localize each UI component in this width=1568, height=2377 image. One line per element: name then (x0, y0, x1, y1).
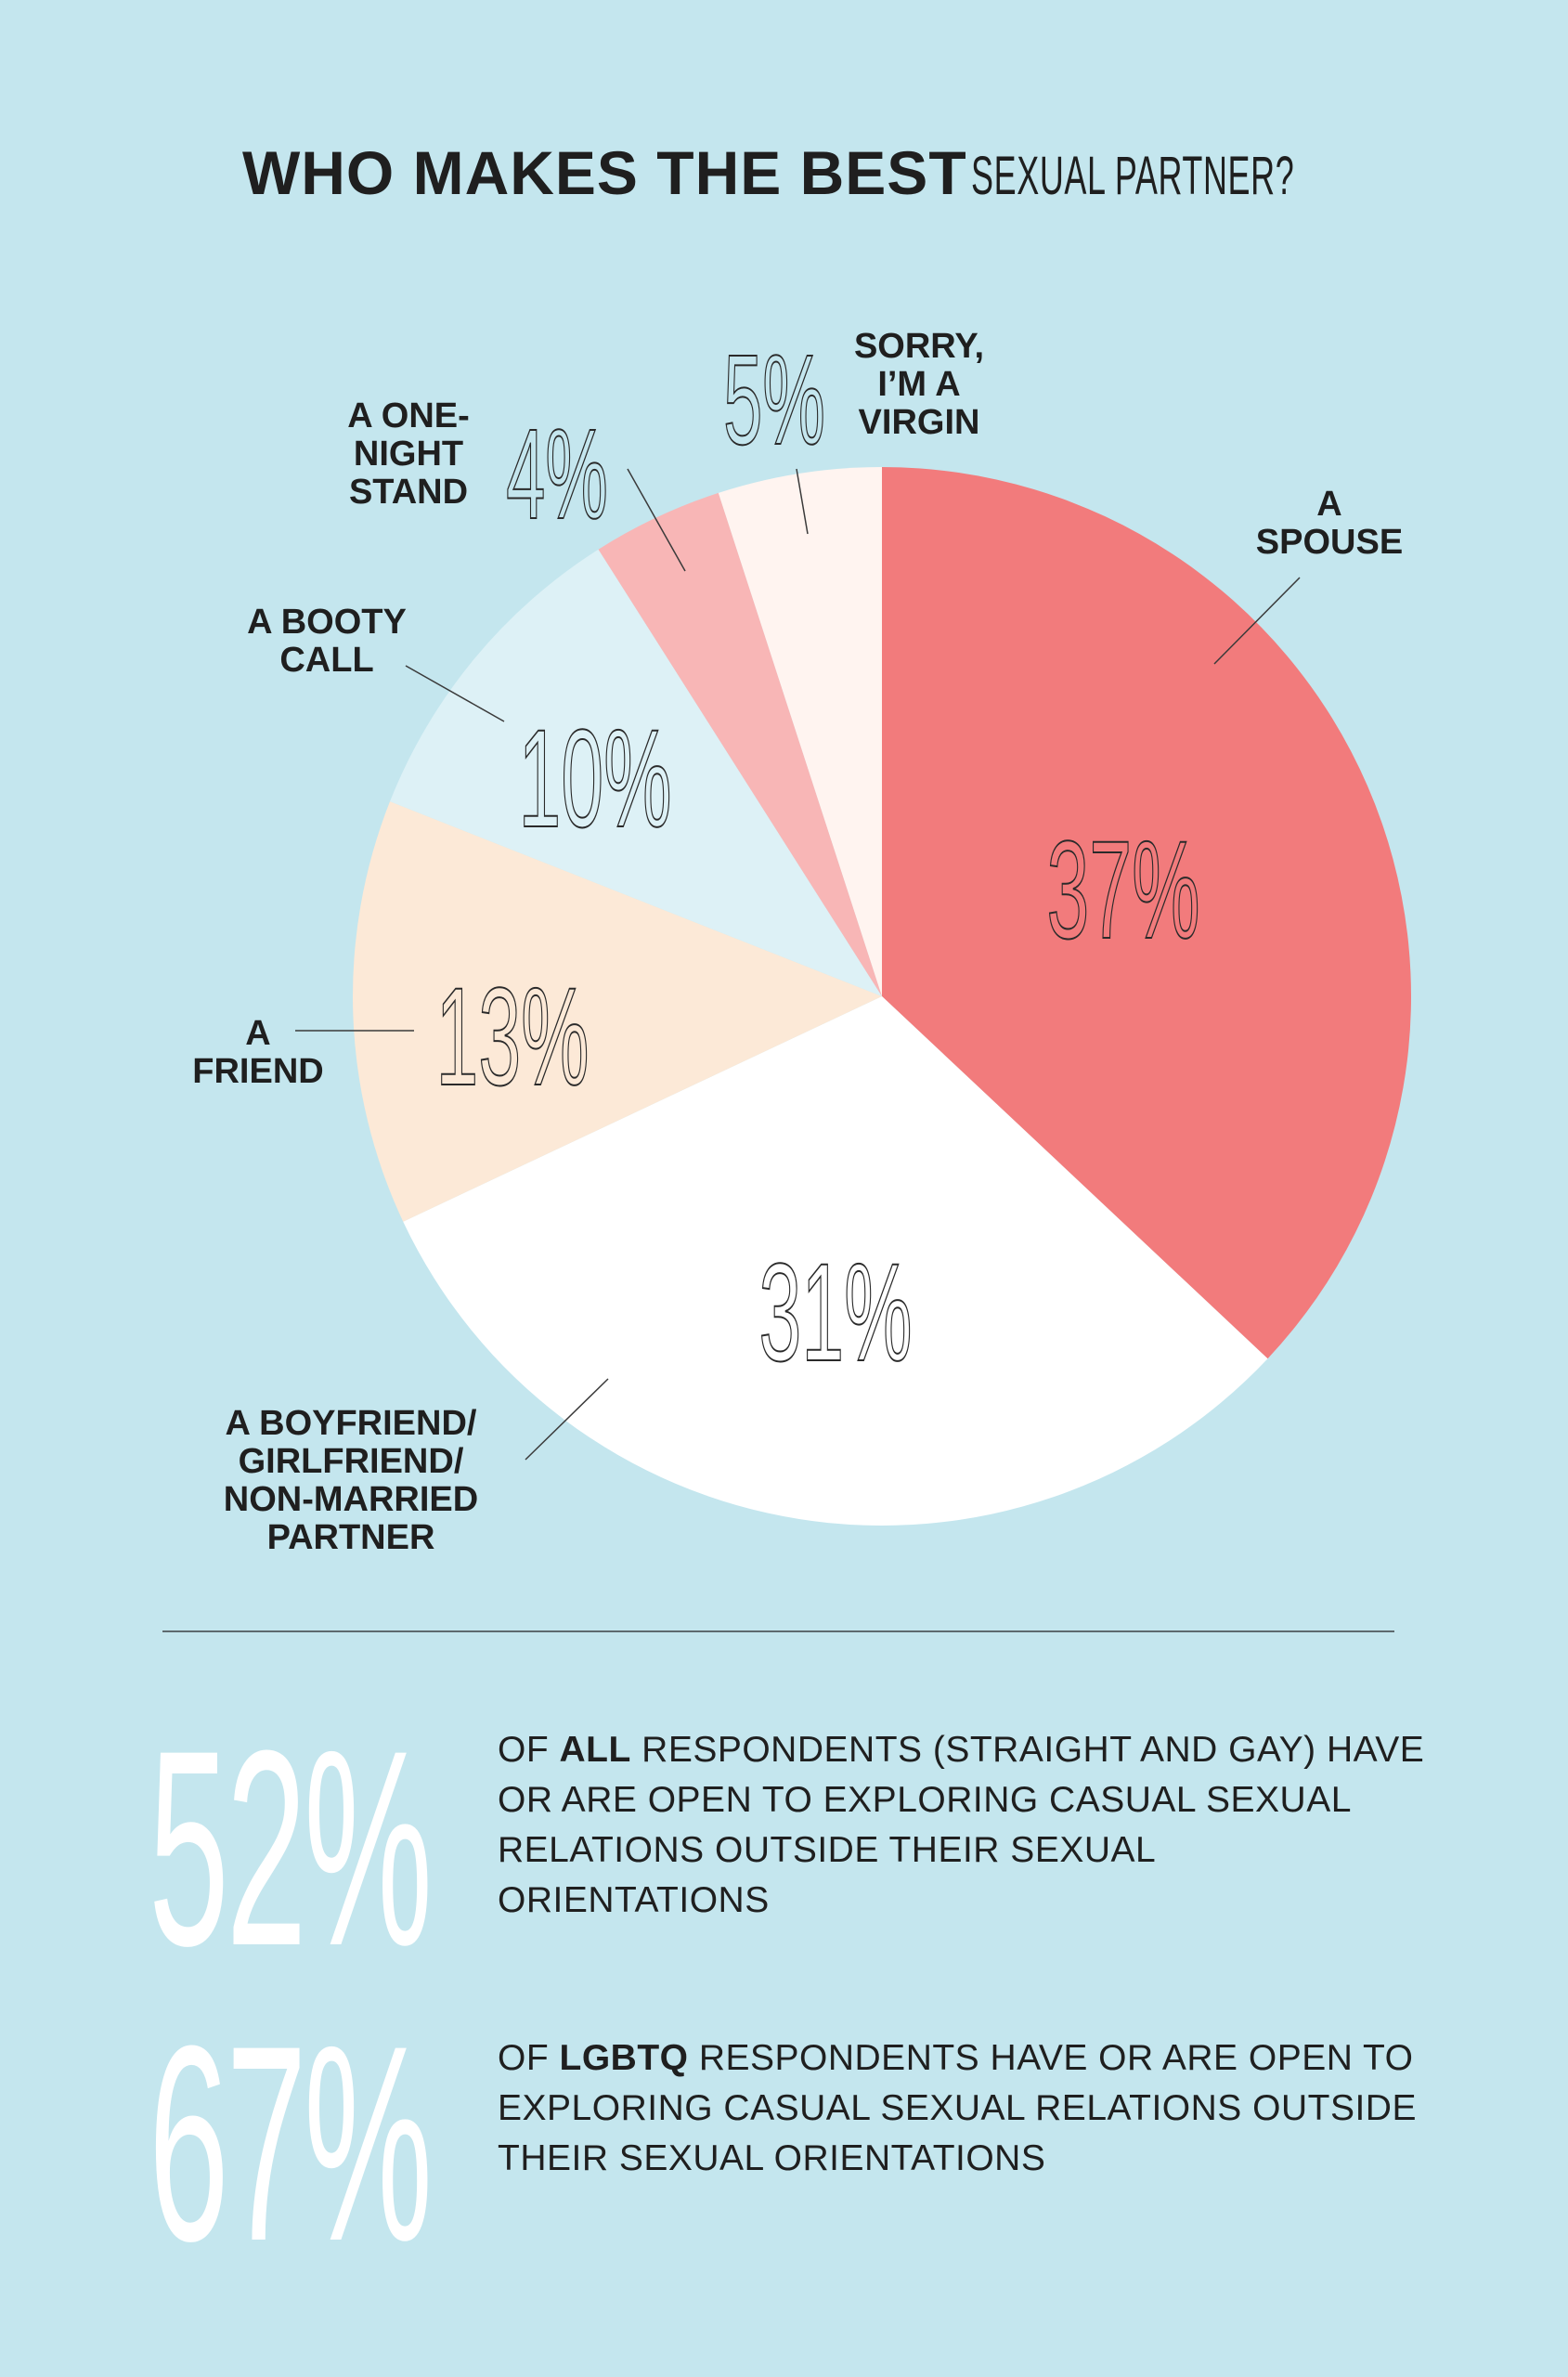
stat-text-pre: OF (498, 2038, 560, 2078)
slice-category-label-line: A ONE- (347, 396, 470, 435)
slice-category-label-line: VIRGIN (859, 403, 980, 442)
stat-text-bold: ALL (559, 1730, 631, 1770)
stat-number: 52% (149, 1692, 433, 2004)
slice-category-label: A FRIEND (192, 1014, 323, 1091)
pie-slice (390, 549, 882, 996)
leader-line (405, 665, 505, 722)
stat-description: OF LGBTQ RESPONDENTS HAVE OR ARE OPEN TO… (498, 2033, 1426, 2184)
slice-percent-label: 37% (1046, 812, 1199, 968)
slice-percent-label: 4% (506, 402, 608, 546)
slice-percent-label: 5% (723, 328, 825, 472)
page-title: WHO MAKES THE BEST SEXUAL PARTNER? (0, 137, 1568, 208)
slice-category-label-line: A BOYFRIEND/ (226, 1404, 477, 1443)
slice-category-label-line: STAND (349, 473, 468, 512)
slice-category-label-line: NON-MARRIED (224, 1480, 478, 1519)
pie-slice (598, 492, 882, 996)
stat-text-post: RESPONDENTS HAVE OR ARE OPEN TO EXPLORIN… (498, 2038, 1417, 2178)
slice-percent-label: 10% (518, 700, 671, 857)
slice-category-label-line: A BOOTY (247, 603, 407, 642)
section-divider (162, 1630, 1394, 1632)
slice-category-label-line: I’M A (877, 365, 960, 404)
pie-slice (718, 467, 882, 996)
slice-category-label-line: NIGHT (354, 435, 463, 474)
title-bold-part: WHO MAKES THE BEST (241, 138, 967, 207)
slice-category-label-line: A (1316, 485, 1341, 524)
slice-category-label-line: CALL (279, 641, 373, 680)
title-light-part: SEXUAL PARTNER? (971, 146, 1295, 206)
slice-category-label-line: SORRY, (854, 327, 984, 366)
stat-text-pre: OF (498, 1730, 560, 1770)
slice-percent-label: 31% (758, 1234, 912, 1391)
slice-percent-label: 13% (435, 958, 589, 1115)
pie-slice (353, 801, 882, 1222)
slice-category-label-line: GIRLFRIEND/ (239, 1442, 464, 1481)
slice-category-label-line: SPOUSE (1256, 523, 1403, 562)
leader-line (627, 468, 686, 572)
leader-line (525, 1378, 609, 1461)
stat-text-post: RESPONDENTS (STRAIGHT AND GAY) HAVE OR A… (498, 1730, 1425, 1920)
slice-category-label: A ONE-NIGHT STAND (347, 396, 470, 512)
leader-line (796, 468, 809, 535)
slice-category-label: A BOOTY CALL (247, 603, 407, 680)
slice-category-label: SORRY, I’M A VIRGIN (854, 327, 984, 442)
slice-category-label-line: A (245, 1014, 270, 1053)
stat-description: OF ALL RESPONDENTS (STRAIGHT AND GAY) HA… (498, 1725, 1426, 1926)
pie-slice (403, 996, 1268, 1526)
leader-line (1213, 577, 1301, 665)
stat-number: 67% (149, 1987, 433, 2299)
slice-category-label: A SPOUSE (1256, 485, 1403, 562)
slice-category-label-line: FRIEND (192, 1052, 323, 1091)
slice-category-label: A BOYFRIEND/GIRLFRIEND/NON-MARRIED PARTNE… (224, 1404, 478, 1557)
pie-slice (882, 467, 1411, 1359)
slice-category-label-line: PARTNER (267, 1518, 435, 1557)
stat-text-bold: LGBTQ (559, 2038, 689, 2078)
